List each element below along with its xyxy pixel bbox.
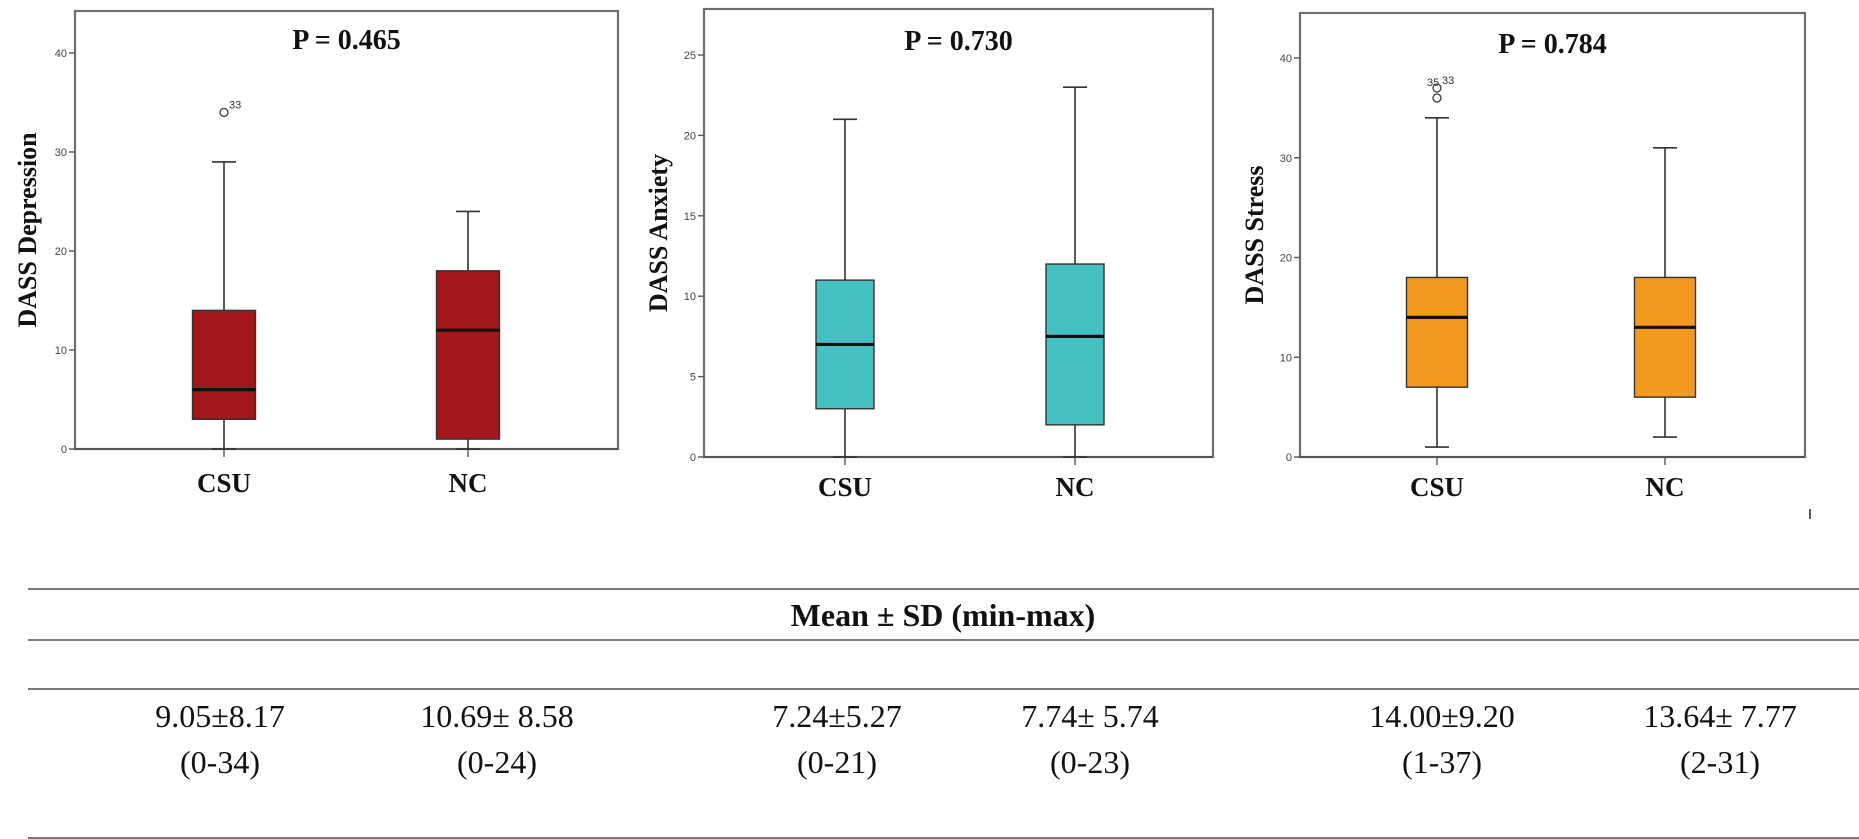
table-cell: 7.24±5.27 (0-21) bbox=[772, 698, 902, 780]
cell-range: (0-24) bbox=[457, 744, 537, 780]
cell-mean-sd: 7.74± 5.74 bbox=[1021, 698, 1159, 734]
category-label-csu: CSU bbox=[197, 468, 251, 498]
boxplot-panel-1: 0 10 20 30 40 P = 0.465 DASS Depression 33 CSU NC bbox=[13, 9, 620, 498]
y-tick-label: 30 bbox=[1280, 153, 1292, 165]
outlier-point bbox=[1432, 83, 1442, 93]
cell-mean-sd: 10.69± 8.58 bbox=[420, 698, 574, 734]
box-nc bbox=[1633, 146, 1697, 465]
iqr-box bbox=[435, 270, 501, 440]
iqr-box bbox=[1045, 263, 1105, 426]
cell-range: (2-31) bbox=[1680, 744, 1760, 780]
y-tick-label: 0 bbox=[1286, 452, 1292, 464]
cell-mean-sd: 7.24±5.27 bbox=[772, 698, 902, 734]
y-tick-label: 25 bbox=[684, 50, 696, 62]
box-nc bbox=[435, 210, 501, 457]
y-tick-label: 10 bbox=[55, 345, 67, 357]
y-tick-label: 5 bbox=[690, 372, 696, 384]
table-header: Mean ± SD (min-max) bbox=[791, 597, 1096, 633]
box-csu: 33 bbox=[191, 99, 257, 457]
y-tick-label: 30 bbox=[55, 147, 67, 159]
cell-mean-sd: 9.05±8.17 bbox=[155, 698, 285, 734]
plot-frame bbox=[1298, 11, 1807, 459]
cell-range: (0-21) bbox=[797, 744, 877, 780]
box-csu bbox=[815, 118, 875, 465]
cell-range: (0-23) bbox=[1050, 744, 1130, 780]
cell-mean-sd: 14.00±9.20 bbox=[1369, 698, 1515, 734]
table-cell: 10.69± 8.58 (0-24) bbox=[420, 698, 574, 780]
category-label-nc: NC bbox=[1056, 472, 1095, 502]
y-tick-label: 20 bbox=[684, 130, 696, 142]
table-row: 9.05±8.17 (0-34) 10.69± 8.58 (0-24) 7.24±5.2… bbox=[155, 698, 1797, 780]
table-cell: 7.74± 5.74 (0-23) bbox=[1021, 698, 1159, 780]
y-tick-label: 10 bbox=[684, 291, 696, 303]
category-label-nc: NC bbox=[1646, 472, 1685, 502]
y-tick-label: 15 bbox=[684, 211, 696, 223]
outlier-point bbox=[219, 107, 229, 118]
table-cell: 14.00±9.20 (1-37) bbox=[1369, 698, 1515, 780]
y-tick-label: 40 bbox=[1280, 53, 1292, 65]
y-axis-label: DASS Stress bbox=[1240, 166, 1269, 305]
cell-range: (1-37) bbox=[1402, 744, 1482, 780]
cell-range: (0-34) bbox=[180, 744, 260, 780]
plot-frame bbox=[73, 9, 620, 451]
boxplot-panel-3: 0 10 20 30 40 P = 0.784 DASS Stress 35 33 CSU NC bbox=[1240, 11, 1807, 502]
p-value-title: P = 0.465 bbox=[292, 25, 401, 56]
y-tick-label: 10 bbox=[1280, 352, 1292, 364]
box-nc bbox=[1045, 86, 1105, 465]
y-tick-label: 0 bbox=[61, 444, 67, 456]
summary-table: Mean ± SD (min-max) 9.05±8.17 (0-34) 10.69… bbox=[28, 588, 1859, 839]
table-cell: 13.64± 7.77 (2-31) bbox=[1643, 698, 1797, 780]
p-value-title: P = 0.730 bbox=[904, 26, 1013, 57]
p-value-title: P = 0.784 bbox=[1498, 29, 1607, 60]
y-tick-label: 20 bbox=[1280, 253, 1292, 265]
outlier-label: 35 bbox=[1427, 77, 1439, 89]
outlier-label: 33 bbox=[1442, 75, 1454, 87]
table-cell: 9.05±8.17 (0-34) bbox=[155, 698, 285, 780]
plot-frame bbox=[702, 7, 1215, 459]
category-label-nc: NC bbox=[449, 468, 488, 498]
y-axis-label: DASS Anxiety bbox=[644, 154, 673, 312]
y-tick-label: 40 bbox=[55, 48, 67, 60]
iqr-box bbox=[1633, 276, 1697, 398]
boxplot-panel-2: 0 5 10 15 20 25 P = 0.730 DASS Anxiety CSU NC bbox=[644, 7, 1215, 502]
y-tick-label: 20 bbox=[55, 246, 67, 258]
y-axis-label: DASS Depression bbox=[13, 132, 42, 328]
outlier-label: 33 bbox=[229, 99, 241, 111]
iqr-box bbox=[1405, 276, 1469, 388]
category-label-csu: CSU bbox=[1410, 472, 1464, 502]
boxplot-panels: 0 10 20 30 40 P = 0.465 DASS Depression 33 CSU NC… bbox=[13, 7, 1807, 502]
outlier-point bbox=[1432, 93, 1442, 103]
cell-mean-sd: 13.64± 7.77 bbox=[1643, 698, 1797, 734]
y-tick-label: 0 bbox=[690, 452, 696, 464]
iqr-box bbox=[191, 309, 257, 420]
box-csu: 35 33 bbox=[1405, 75, 1469, 465]
category-label-csu: CSU bbox=[818, 472, 872, 502]
